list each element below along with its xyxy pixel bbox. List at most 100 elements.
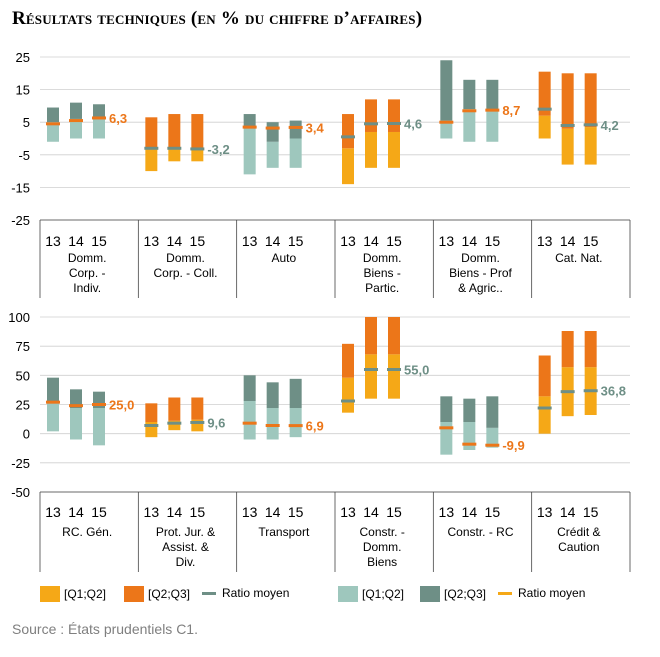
data-label: 4,2: [601, 118, 619, 133]
data-label: 3,4: [306, 120, 325, 135]
y-tick-label: 50: [16, 368, 30, 383]
mean-marker: [190, 147, 205, 151]
year-tick-label: 13: [45, 504, 61, 520]
year-tick-label: 14: [363, 233, 379, 249]
bar-q1-q2: [266, 141, 279, 168]
year-tick-label: 13: [144, 504, 160, 520]
category-label: Domm. Biens -Partic.: [363, 251, 402, 295]
mean-marker: [46, 400, 60, 404]
mean-marker: [144, 424, 159, 427]
bar-q1-q2: [191, 149, 204, 162]
mean-marker: [462, 442, 477, 446]
bar-q1-q2: [486, 109, 499, 142]
bar-q1-q2: [70, 408, 82, 440]
data-label: 4,6: [404, 117, 422, 132]
bar-q1-q2: [168, 148, 181, 162]
category-label-line: Corp. - Coll.: [153, 266, 217, 280]
bar-q1-q2: [463, 422, 476, 450]
legend-swatch-teal-dark: [420, 586, 440, 602]
category-label: Transport: [258, 525, 310, 539]
year-tick-label: 14: [167, 233, 183, 249]
bar-q1-q2: [538, 115, 551, 139]
category-label: Domm. Biens - Prof & Agric..: [449, 251, 512, 295]
category-label-line: Domm.: [68, 251, 107, 265]
bar-q2-q3: [561, 73, 574, 129]
year-tick-label: 13: [242, 504, 258, 520]
category-label-line: Caution: [558, 540, 599, 554]
legend-teal-q2q3: [Q2;Q3]: [420, 586, 486, 602]
mean-marker: [439, 426, 454, 430]
mean-marker: [265, 424, 280, 427]
mean-marker: [583, 123, 598, 127]
mean-marker: [341, 135, 355, 139]
bar-q1-q2: [47, 122, 59, 142]
bar-q1-q2: [584, 127, 597, 165]
year-tick-label: 14: [167, 504, 183, 520]
y-tick-label: -25: [11, 456, 30, 471]
chart-title: Résultats techniques (en % du chiffre d’…: [12, 8, 423, 29]
y-tick-label: 5: [23, 115, 30, 130]
year-tick-label: 14: [68, 504, 84, 520]
mean-marker: [288, 125, 303, 129]
bar-q1-q2: [388, 131, 400, 168]
y-tick-label: -5: [18, 148, 30, 163]
bar-q2-q3: [266, 382, 279, 408]
mean-marker: [69, 119, 83, 123]
year-tick-label: 15: [91, 233, 107, 249]
bar-q2-q3: [538, 71, 551, 116]
category-label-line: Partic.: [365, 281, 399, 295]
mean-marker: [288, 424, 303, 428]
bar-q2-q3: [168, 397, 181, 421]
year-tick-label: 14: [560, 233, 576, 249]
year-tick-label: 13: [45, 233, 61, 249]
category-label-line: Domm.: [363, 540, 402, 554]
bar-q2-q3: [243, 375, 256, 401]
year-tick-label: 15: [190, 504, 206, 520]
bar-q1-q2: [365, 131, 377, 168]
mean-marker: [560, 123, 575, 127]
category-label: Crédit & Caution: [557, 525, 600, 554]
category-label-line: Constr. -: [359, 525, 404, 539]
legend-orange-q2q3: [Q2;Q3]: [124, 586, 190, 602]
bar-q2-q3: [145, 117, 158, 149]
mean-marker: [583, 389, 598, 393]
category-label-line: Corp. -: [69, 266, 106, 280]
legend-dash-orange: [498, 591, 512, 595]
mean-marker: [364, 122, 378, 126]
year-tick-label: 13: [439, 233, 455, 249]
category-label-line: Cat. Nat.: [555, 251, 602, 265]
category-label-line: Biens: [367, 555, 397, 569]
bar-q2-q3: [70, 102, 82, 119]
legend-label-teal-mean: Ratio moyen: [222, 586, 290, 600]
bar-q2-q3: [584, 73, 597, 128]
bar-q2-q3: [463, 398, 476, 422]
mean-marker: [485, 108, 500, 112]
category-label: Domm. Corp. - Coll.: [153, 251, 217, 280]
category-label-line: Prot. Jur. &: [156, 525, 215, 539]
bar-q1-q2: [70, 118, 82, 139]
category-label-line: Biens -: [363, 266, 400, 280]
bar-q1-q2: [145, 148, 158, 172]
mean-marker: [92, 403, 106, 406]
mean-marker: [144, 146, 159, 150]
mean-marker: [341, 399, 355, 403]
data-label: 55,0: [404, 363, 429, 378]
year-tick-label: 14: [265, 504, 281, 520]
category-label-line: Div.: [176, 555, 196, 569]
category-label-line: Biens - Prof: [449, 266, 512, 280]
bar-q2-q3: [93, 104, 105, 119]
data-label: 6,9: [306, 419, 324, 434]
bar-q2-q3: [289, 378, 302, 408]
mean-marker: [537, 107, 552, 111]
year-tick-label: 14: [560, 504, 576, 520]
bar-q2-q3: [584, 331, 597, 368]
category-label-line: Assist. &: [162, 540, 209, 554]
year-tick-label: 14: [462, 504, 478, 520]
legend-label-teal-q2q3: [Q2;Q3]: [444, 587, 487, 601]
legend-label-orange-mean: Ratio moyen: [518, 586, 586, 600]
mean-marker: [387, 122, 401, 126]
year-tick-label: 13: [537, 504, 553, 520]
bar-q1-q2: [342, 148, 354, 185]
bar-q1-q2: [486, 427, 499, 448]
category-label-line: Domm.: [461, 251, 500, 265]
